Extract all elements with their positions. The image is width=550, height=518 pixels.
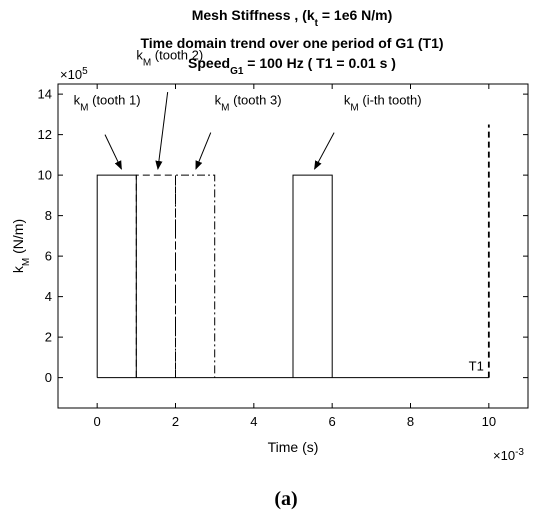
x-tick-label: 8 — [407, 414, 414, 429]
x-tick-label: 4 — [250, 414, 257, 429]
x-tick-label: 6 — [329, 414, 336, 429]
annotation-arrow — [105, 135, 121, 169]
y-multiplier: ×105 — [60, 66, 88, 83]
x-axis-label: Time (s) — [268, 439, 319, 455]
period-marker-label: T1 — [469, 359, 484, 374]
x-tick-label: 10 — [482, 414, 496, 429]
title-line: SpeedG1 = 100 Hz ( T1 = 0.01 s ) — [188, 55, 396, 77]
y-tick-label: 0 — [45, 370, 52, 385]
annotation-arrow — [315, 133, 335, 169]
series-0-line — [97, 175, 136, 378]
series-1-line — [136, 175, 175, 378]
y-axis-label: kM (N/m) — [10, 219, 32, 273]
x-tick-label: 2 — [172, 414, 179, 429]
y-tick-label: 2 — [45, 330, 52, 345]
y-tick-label: 14 — [38, 87, 52, 102]
x-tick-label: 0 — [94, 414, 101, 429]
annotation-arrow — [158, 92, 168, 169]
annotation-label: kM (tooth 3) — [215, 92, 282, 113]
series-lines: T1 — [97, 125, 489, 378]
chart-title: Mesh Stiffness , (kt = 1e6 N/m)Time doma… — [140, 7, 443, 77]
y-tick-label: 6 — [45, 249, 52, 264]
x-multiplier: ×10-3 — [493, 447, 524, 464]
figure-caption: (a) — [274, 488, 297, 510]
axis-multipliers: ×105 ×10-3 — [60, 66, 524, 464]
annotation-arrow — [196, 133, 211, 169]
annotation-label: kM (tooth 1) — [74, 92, 141, 113]
y-axis-label-text: kM (N/m) — [10, 219, 32, 273]
title-line: Mesh Stiffness , (kt = 1e6 N/m) — [192, 7, 393, 29]
series-3-line — [293, 175, 332, 378]
y-tick-label: 10 — [38, 168, 52, 183]
annotation-label: kM (i-th tooth) — [344, 92, 422, 113]
y-tick-label: 12 — [38, 127, 52, 142]
series-2-line — [176, 175, 215, 378]
y-tick-label: 4 — [45, 289, 52, 304]
y-tick-label: 8 — [45, 208, 52, 223]
